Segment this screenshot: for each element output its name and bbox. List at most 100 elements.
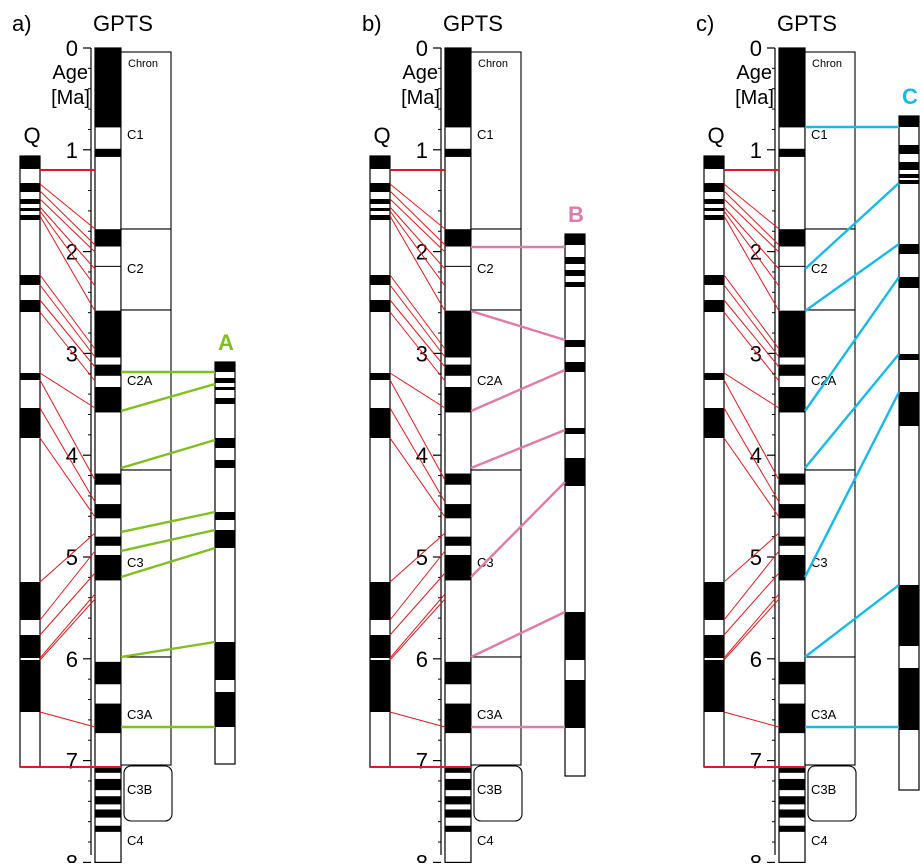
chron-label: C3B: [127, 782, 152, 797]
chron-box: [470, 469, 522, 658]
local-normal-interval: [899, 116, 919, 127]
q-tie-line: [723, 437, 780, 518]
chron-label: C3: [127, 555, 144, 570]
q-normal-interval: [704, 660, 724, 712]
q-tie-line: [389, 311, 446, 382]
local-tie-line: [804, 353, 900, 469]
q-normal-interval: [704, 582, 724, 620]
gpts-column: [778, 47, 806, 864]
local-tie-line: [120, 382, 216, 413]
q-tie-line: [389, 210, 446, 287]
local-normal-interval: [215, 692, 235, 727]
q-normal-interval: [20, 660, 40, 712]
q-normal-interval: [370, 156, 390, 169]
local-normal-interval: [565, 257, 585, 264]
q-normal-interval: [370, 408, 390, 438]
chron-box: [120, 51, 172, 230]
q-tie-line: [389, 550, 446, 621]
chron-box: [804, 228, 856, 311]
local-normal-interval: [899, 174, 919, 178]
gpts-normal-interval: [779, 767, 805, 773]
q-normal-interval: [704, 373, 724, 380]
local-normal-interval: [899, 354, 919, 360]
q-normal-interval: [370, 300, 390, 312]
chron-box: [804, 656, 856, 766]
gpts-normal-interval: [445, 473, 471, 485]
local-column-label: B: [568, 202, 584, 227]
q-normal-interval: [704, 156, 724, 169]
gpts-normal-interval: [779, 265, 805, 267]
q-normal-interval: [370, 215, 390, 220]
chron-box: [120, 228, 172, 311]
gpts-normal-interval: [779, 229, 805, 247]
local-normal-interval: [899, 162, 919, 170]
gpts-normal-interval: [779, 364, 805, 376]
q-normal-interval: [704, 183, 724, 192]
q-normal-interval: [20, 156, 40, 169]
age-tick-label: 6: [750, 647, 762, 672]
age-tick-label: 4: [750, 443, 762, 468]
q-tie-line: [723, 206, 780, 270]
age-axis-label: Age: [402, 62, 438, 84]
local-normal-interval: [215, 387, 235, 390]
gpts-normal-interval: [779, 504, 805, 519]
local-normal-interval: [899, 585, 919, 646]
gpts-normal-interval: [445, 48, 471, 128]
q-tie-line: [39, 407, 96, 503]
q-normal-interval: [704, 208, 724, 211]
local-normal-interval: [565, 458, 585, 486]
q-tie-line: [723, 572, 780, 636]
q-tie-line: [389, 407, 446, 503]
q-tie-line: [39, 210, 96, 287]
chron-box: [804, 51, 856, 230]
chron-label: C4: [811, 833, 828, 848]
age-tick-label: 8: [66, 850, 78, 863]
local-normal-interval: [899, 392, 919, 426]
chron-label: C2A: [477, 373, 503, 388]
gpts-normal-interval: [779, 778, 805, 791]
gpts-normal-interval: [445, 265, 471, 267]
gpts-normal-interval: [95, 148, 121, 157]
panel-b: b)GPTS012345678Age[Ma]ChronC1C2C2AC3C3AC…: [362, 11, 586, 868]
local-tie-line: [120, 510, 216, 534]
age-tick-label: 0: [416, 36, 428, 61]
panel-c: c) GPTS012345678Age[Ma]ChronC1C2C2AC3C3AC…: [696, 11, 920, 868]
age-axis-label: Age: [52, 62, 88, 84]
chron-label: C3A: [477, 707, 503, 722]
local-normal-interval: [565, 612, 585, 660]
q-tie-line: [389, 572, 446, 636]
gpts-normal-interval: [445, 767, 471, 773]
local-tie-line: [470, 368, 566, 413]
q-normal-interval: [704, 275, 724, 285]
q-tie-line: [723, 379, 780, 481]
gpts-normal-interval: [95, 364, 121, 376]
q-tie-line: [723, 593, 780, 659]
gpts-normal-interval: [779, 473, 805, 485]
local-tie-line: [804, 584, 900, 658]
local-normal-interval: [565, 428, 585, 434]
local-tie-line: [120, 546, 216, 579]
q-tie-line: [39, 711, 96, 728]
q-normal-interval: [20, 300, 40, 312]
chron-label: C3A: [127, 707, 153, 722]
chron-label: C1: [477, 127, 494, 142]
age-tick-label: 4: [66, 443, 78, 468]
chron-label: C4: [127, 833, 144, 848]
gpts-normal-interval: [445, 703, 471, 734]
age-tick-label: 3: [750, 341, 762, 366]
q-tie-line: [723, 407, 780, 503]
age-tick-label: 3: [66, 341, 78, 366]
q-normal-interval: [20, 275, 40, 285]
age-tick-label: 6: [66, 647, 78, 672]
q-tie-line: [723, 284, 780, 358]
age-tick-label: 7: [750, 749, 762, 774]
q-normal-interval: [370, 183, 390, 192]
q-tie-line: [723, 299, 780, 368]
panel-label: a): [12, 11, 32, 36]
q-normal-interval: [370, 208, 390, 211]
q-normal-interval: [704, 408, 724, 438]
q-tie-line: [723, 550, 780, 621]
gpts-column: [444, 47, 472, 864]
q-normal-interval: [370, 199, 390, 204]
